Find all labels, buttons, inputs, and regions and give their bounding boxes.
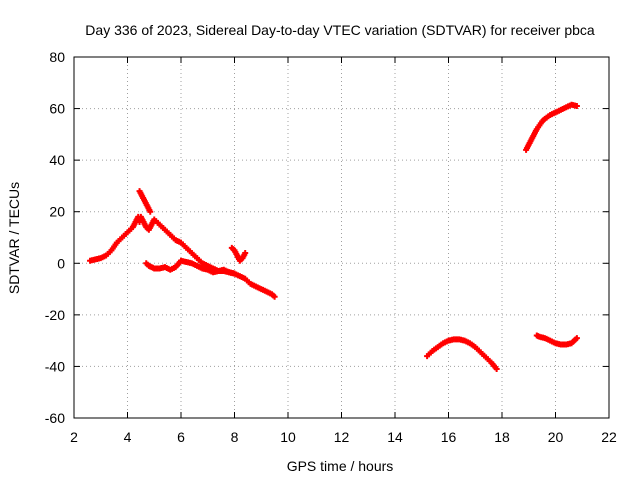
x-tick-label: 10: [280, 429, 296, 445]
y-tick-label: 20: [49, 204, 65, 220]
x-tick-label: 6: [177, 429, 185, 445]
data-point: [242, 249, 249, 256]
chart-title: Day 336 of 2023, Sidereal Day-to-day VTE…: [85, 22, 595, 38]
series-arc-f: [424, 336, 500, 373]
y-tick-label: 40: [49, 152, 65, 168]
y-tick-label: 60: [49, 101, 65, 117]
data-point: [147, 208, 154, 215]
series-arc-h: [533, 332, 580, 348]
y-tick-label: 0: [57, 255, 65, 271]
series-arc-b: [136, 188, 154, 215]
x-tick-label: 12: [334, 429, 350, 445]
series-arc-a: [87, 213, 143, 264]
x-tick-label: 18: [494, 429, 510, 445]
y-tick-label: -20: [45, 307, 65, 323]
series-arc-g: [523, 101, 580, 153]
series-arc-d: [143, 257, 238, 277]
axis-ticks: 2 4 6 8 10 12 14 16 18 20 22 -60 -40 -20 0 20 40 60 80: [45, 49, 617, 445]
y-tick-label: -60: [45, 410, 65, 426]
y-tick-label: -40: [45, 358, 65, 374]
x-tick-label: 20: [548, 429, 564, 445]
series-arc-c: [137, 213, 278, 300]
x-tick-label: 2: [70, 429, 78, 445]
data-point: [271, 293, 278, 300]
data-point: [573, 102, 580, 109]
data-series: [87, 101, 580, 373]
x-tick-label: 16: [441, 429, 457, 445]
data-point: [573, 335, 580, 342]
x-tick-label: 14: [387, 429, 403, 445]
data-point: [231, 270, 238, 277]
data-point: [493, 366, 500, 373]
grid: [74, 57, 609, 418]
series-arc-e: [228, 244, 249, 264]
y-axis-label: SDTVAR / TECUs: [6, 182, 22, 294]
y-tick-label: 80: [49, 49, 65, 65]
x-tick-label: 22: [601, 429, 617, 445]
x-tick-label: 8: [231, 429, 239, 445]
x-axis-label: GPS time / hours: [287, 458, 394, 474]
x-tick-label: 4: [124, 429, 132, 445]
